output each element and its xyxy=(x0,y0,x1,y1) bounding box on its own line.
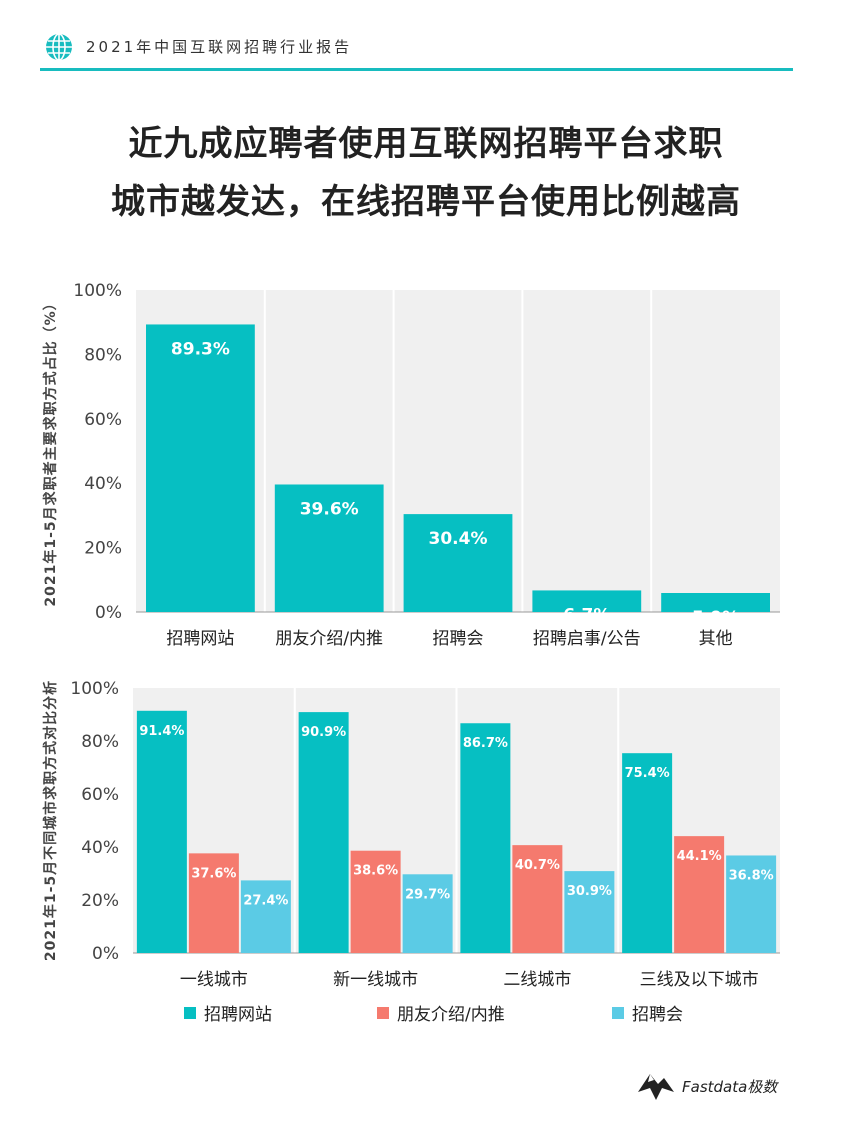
bar xyxy=(512,845,563,953)
chart-city-comparison: 0% 20% 40% 60% 80% 100% 91.4% 37.6% 27.4% 一线城市 90.… xyxy=(42,679,780,990)
bar-value-label: 90.9% xyxy=(301,725,346,740)
legend-swatch xyxy=(184,1006,196,1019)
y-tick-label: 40% xyxy=(81,838,119,858)
bar xyxy=(240,880,291,953)
y-axis-title: 2021年1-5月求职者主要求职方式占比（%） xyxy=(42,295,59,606)
x-tick-label: 招聘网站 xyxy=(166,629,234,649)
bar xyxy=(136,710,187,953)
x-tick-label: 三线及以下城市 xyxy=(640,970,759,990)
y-tick-label: 100% xyxy=(73,281,122,301)
x-tick-label: 其他 xyxy=(699,629,733,649)
bar-value-label: 75.4% xyxy=(625,766,670,781)
bar-value-label: 6.7% xyxy=(563,605,610,625)
bar-value-label: 30.9% xyxy=(567,884,612,899)
legend-swatch xyxy=(377,1006,389,1019)
chart-job-search-methods: 0% 20% 40% 60% 80% 100% 89.3% 招聘网站 39.6% 朋友介绍/内推 3… xyxy=(42,281,780,649)
globe-icon xyxy=(46,33,72,61)
legend-label: 朋友介绍/内推 xyxy=(397,1005,505,1025)
legend-label: 招聘会 xyxy=(632,1005,683,1025)
y-axis-title: 2021年1-5月不同城市求职方式对比分析 xyxy=(42,680,59,961)
bar xyxy=(188,853,239,953)
bar-value-label: 44.1% xyxy=(677,849,722,864)
bar xyxy=(726,855,777,953)
x-tick-label: 新一线城市 xyxy=(333,970,418,990)
page-title-line1: 近九成应聘者使用互联网招聘平台求职 xyxy=(128,124,724,164)
y-tick-label: 60% xyxy=(81,785,119,805)
y-tick-label: 60% xyxy=(84,410,122,430)
bar xyxy=(350,850,401,953)
mountain-logo-icon xyxy=(638,1074,674,1100)
bar xyxy=(298,712,349,953)
y-tick-label: 80% xyxy=(81,732,119,752)
legend-item-job-fair: 招聘会 xyxy=(612,1000,683,1025)
bar xyxy=(564,871,615,953)
bar-value-label: 40.7% xyxy=(515,858,560,873)
y-tick-label: 0% xyxy=(95,603,122,623)
y-tick-label: 100% xyxy=(70,679,119,699)
legend-item-website: 招聘网站 xyxy=(184,1000,272,1025)
y-tick-label: 20% xyxy=(81,891,119,911)
x-tick-label: 一线城市 xyxy=(180,970,248,990)
bar-value-label: 37.6% xyxy=(191,866,236,881)
y-tick-label: 0% xyxy=(92,944,119,964)
page-title-line2: 城市越发达，在线招聘平台使用比例越高 xyxy=(111,182,741,222)
bar xyxy=(532,590,642,612)
bar xyxy=(402,874,453,953)
x-tick-label: 招聘启事/公告 xyxy=(533,629,641,649)
bar-value-label: 27.4% xyxy=(243,893,288,908)
bar-value-label: 30.4% xyxy=(429,529,488,549)
bar xyxy=(622,753,673,953)
bar xyxy=(661,593,770,612)
legend-item-referral: 朋友介绍/内推 xyxy=(377,1000,505,1025)
x-tick-label: 朋友介绍/内推 xyxy=(275,629,383,649)
bar xyxy=(146,324,255,612)
bar-value-label: 5.9% xyxy=(692,608,739,628)
bar xyxy=(460,723,511,953)
y-tick-label: 80% xyxy=(84,345,122,365)
bar-value-label: 38.6% xyxy=(353,864,398,879)
legend-swatch xyxy=(612,1006,624,1019)
bar-value-label: 89.3% xyxy=(171,339,230,359)
bar-value-label: 86.7% xyxy=(463,736,508,751)
bar xyxy=(674,836,725,953)
bar-value-label: 91.4% xyxy=(139,724,184,739)
bar-value-label: 36.8% xyxy=(729,868,774,883)
report-header: 2021年中国互联网招聘行业报告 xyxy=(40,30,800,64)
header-divider xyxy=(40,68,793,71)
logo-text: Fastdata极数 xyxy=(682,1078,778,1096)
bar-value-label: 39.6% xyxy=(300,499,359,519)
report-title: 2021年中国互联网招聘行业报告 xyxy=(86,38,353,56)
chart2-legend: 招聘网站 朋友介绍/内推 招聘会 xyxy=(0,1000,852,1026)
legend-label: 招聘网站 xyxy=(204,1005,272,1025)
x-tick-label: 招聘会 xyxy=(433,629,484,649)
bar xyxy=(274,484,384,612)
bar-value-label: 29.7% xyxy=(405,887,450,902)
x-tick-label: 二线城市 xyxy=(503,970,571,990)
footer-logo: Fastdata极数 xyxy=(636,1066,796,1106)
y-tick-label: 20% xyxy=(84,539,122,559)
y-tick-label: 40% xyxy=(84,474,122,494)
bar xyxy=(403,514,513,612)
